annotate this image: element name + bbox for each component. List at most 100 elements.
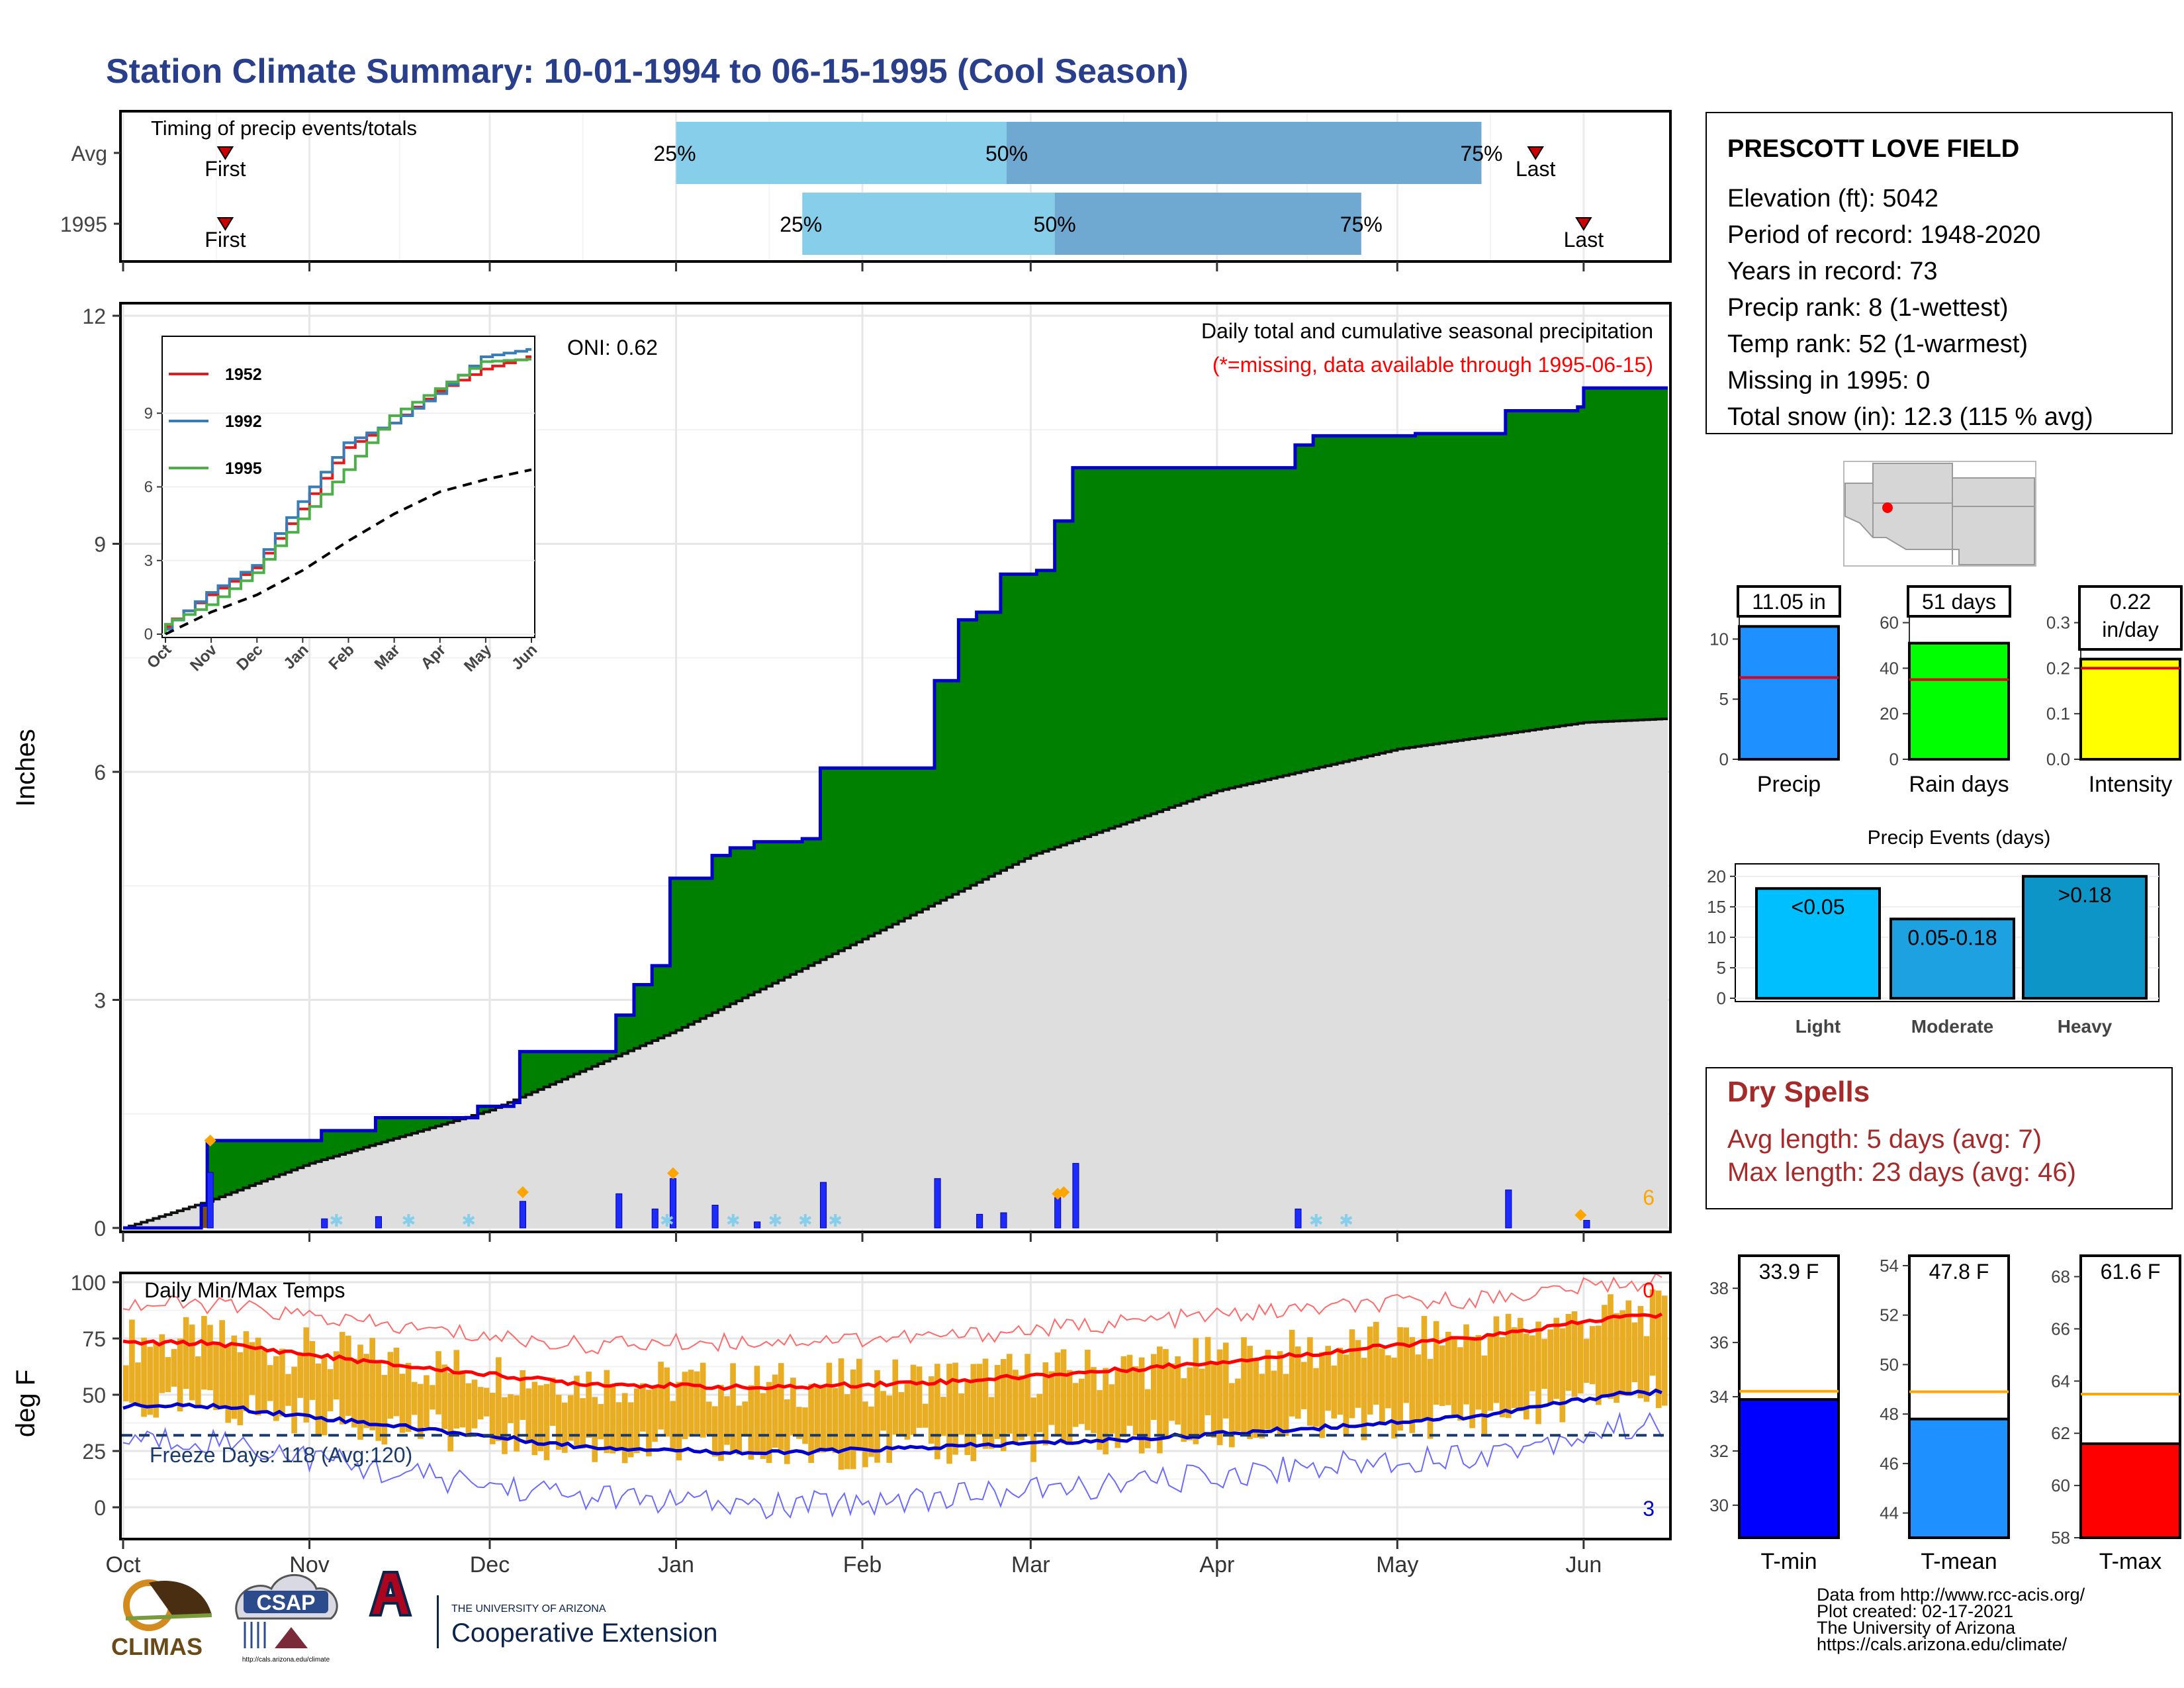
daily-temp-bar: [1054, 1352, 1061, 1435]
daily-temp-bar: [1253, 1358, 1259, 1438]
summary-tick-label: 0.2: [2046, 658, 2070, 678]
daily-temp-bar: [177, 1338, 183, 1412]
daily-temp-bar: [586, 1372, 592, 1438]
daily-temp-bar: [1066, 1370, 1073, 1442]
month-label: Oct: [106, 1552, 141, 1577]
climas-text: CLIMAS: [111, 1633, 203, 1660]
oni-label: ONI: 0.62: [567, 336, 658, 359]
daily-temp-bar: [1571, 1311, 1578, 1397]
month-label: Apr: [1199, 1552, 1234, 1577]
inset-legend-label: 1952: [225, 365, 262, 384]
daily-temp-bar: [1499, 1336, 1506, 1417]
daily-temp-bar: [1024, 1354, 1030, 1436]
timing-row-label: Avg: [71, 142, 107, 165]
daily-temp-bar: [1157, 1346, 1163, 1454]
daily-temp-bar: [940, 1397, 946, 1436]
daily-temp-bar: [1596, 1325, 1602, 1405]
temp-summary-tick-label: 48: [1880, 1404, 1899, 1424]
footer-line: Data from http://www.rcc-acis.org/: [1817, 1585, 2085, 1605]
precip-ylabel: Inches: [11, 729, 40, 807]
daily-temp-bar: [1535, 1321, 1541, 1425]
daily-precip-bar: [375, 1216, 383, 1229]
month-label: Feb: [843, 1552, 882, 1577]
daily-temp-bar: [988, 1397, 995, 1449]
daily-precip-bar: [754, 1221, 761, 1229]
daily-temp-bar: [1373, 1321, 1379, 1405]
daily-temp-bar: [772, 1374, 778, 1448]
daily-temp-bar: [369, 1338, 375, 1430]
precip-events-chart: Precip Events (days) 0 5 10 15 20 <0.05 Light 0.…: [1707, 827, 2160, 1037]
daily-temp-bar: [580, 1398, 586, 1449]
temp-count-bottom: 3: [1643, 1497, 1655, 1521]
temp-summary-tick-label: 46: [1880, 1454, 1899, 1474]
daily-temp-bar: [561, 1402, 568, 1453]
daily-temp-bar: [483, 1387, 490, 1417]
daily-temp-bar: [1589, 1326, 1596, 1385]
daily-temp-bar: [1451, 1338, 1457, 1415]
temp-summary-tick-label: 52: [1880, 1305, 1899, 1325]
daily-temp-bar: [766, 1382, 772, 1464]
summary-tick-label: 10: [1709, 629, 1729, 649]
month-axis: Oct Nov Dec Jan Feb Mar Apr May Jun: [106, 261, 1602, 1577]
daily-temp-bar: [1397, 1327, 1403, 1431]
daily-temp-bar: [279, 1348, 285, 1417]
csap-text: CSAP: [257, 1591, 316, 1615]
daily-temp-bar: [1343, 1354, 1349, 1434]
daily-temp-bar: [1205, 1336, 1211, 1416]
snow-marker: ✱: [1309, 1211, 1324, 1231]
daily-precip-bar: [1054, 1197, 1062, 1229]
daily-temp-bar: [465, 1383, 472, 1438]
summary-tick-label: 0.1: [2046, 704, 2070, 724]
summary-bar-label: Intensity: [2089, 772, 2173, 797]
daily-temp-bar: [1559, 1328, 1566, 1423]
daily-precip-bar: [1072, 1162, 1079, 1229]
daily-temp-bar: [237, 1352, 244, 1426]
events-title: Precip Events (days): [1868, 827, 2051, 849]
daily-temp-bar: [411, 1382, 418, 1415]
daily-temp-bar: [1109, 1384, 1115, 1434]
daily-precip-bar: [1000, 1212, 1007, 1229]
quartile-bar-25-50: [802, 193, 1055, 255]
daily-temp-bar: [1271, 1370, 1277, 1429]
events-tick-label: 10: [1707, 927, 1726, 947]
daily-temp-bar: [489, 1392, 496, 1444]
temp-count-top: 0: [1643, 1278, 1655, 1302]
daily-temp-bar: [453, 1350, 460, 1429]
quartile-label: 25%: [653, 142, 696, 165]
daily-temp-bar: [273, 1356, 279, 1421]
daily-temp-bar: [351, 1358, 357, 1428]
station-marker: [1882, 502, 1893, 513]
daily-temp-bar: [970, 1364, 977, 1462]
precip-caption: Daily total and cumulative seasonal prec…: [1201, 319, 1653, 343]
daily-temp-bar: [1210, 1361, 1217, 1438]
daily-temp-bar: [1367, 1327, 1373, 1415]
daily-temp-bar: [525, 1388, 532, 1442]
precip-panel: ✱ ✱ ✱ ✱ ✱ ✱ ✱ ✱ ✱ ✱ 0 3 6 9 12 Inches ONI: 0.62 Daily…: [11, 302, 1672, 1241]
temp-summary-tick-label: 64: [2051, 1371, 2070, 1391]
daily-temp-bar: [1445, 1331, 1451, 1405]
daily-temp-bar: [393, 1347, 400, 1417]
daily-temp-bar: [1078, 1378, 1085, 1425]
last-event-marker: [1527, 146, 1544, 160]
daily-temp-bar: [1301, 1362, 1307, 1409]
daily-temp-bar: [291, 1366, 297, 1434]
daily-temp-bar: [1505, 1313, 1512, 1419]
daily-temp-bar: [231, 1335, 238, 1419]
daily-temp-bar: [1048, 1371, 1055, 1425]
daily-temp-bar: [705, 1401, 712, 1435]
events-tick-label: 0: [1717, 988, 1726, 1008]
ua-small-text: THE UNIVERSITY OF ARIZONA: [451, 1603, 606, 1615]
event-bar-heavy: [2022, 874, 2148, 1000]
inset-average-line: [165, 468, 532, 635]
summary-value-box: [1907, 585, 2011, 618]
daily-temp-bar: [1349, 1329, 1355, 1419]
daily-temp-bar: [1463, 1324, 1469, 1405]
footer-line: https://cals.arizona.edu/climate/: [1817, 1634, 2068, 1654]
missing-note: (*=missing, data available through 1995-…: [1212, 353, 1653, 377]
daily-temp-bar: [844, 1394, 850, 1470]
daily-temp-bar: [1625, 1300, 1632, 1396]
daily-temp-bar: [1175, 1356, 1181, 1425]
summary-value-box: [1737, 585, 1841, 618]
summary-tick-label: 0.0: [2046, 749, 2070, 769]
average-cumulative-line: [123, 718, 1668, 1229]
